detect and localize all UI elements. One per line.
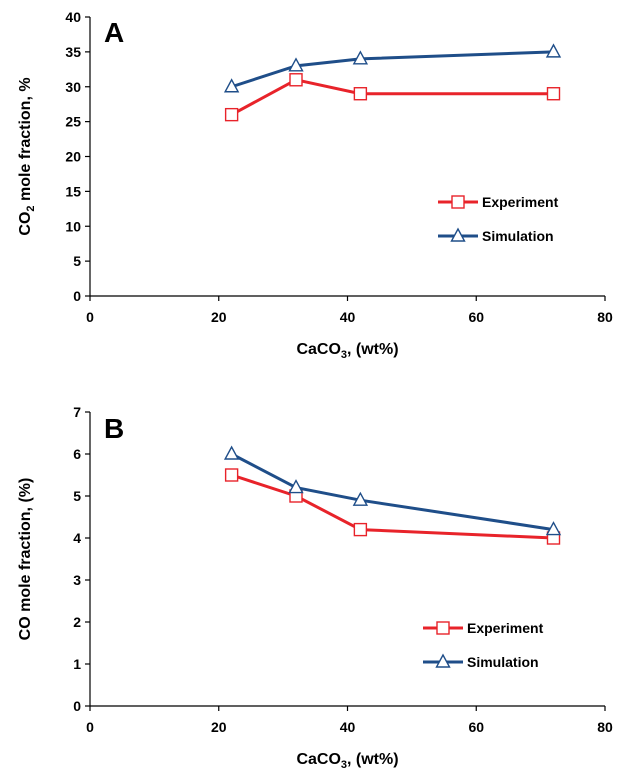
- y-tick-label: 2: [73, 614, 81, 630]
- chart-a: 0 5 10 15 20 25 30 35 40 0 20 40 60 80 CaCO3, (wt%) CO2…: [17, 9, 613, 361]
- legend-label-experiment: Experiment: [482, 194, 559, 210]
- x-tick-label: 0: [86, 309, 94, 325]
- legend-marker-simulation: [450, 227, 466, 242]
- series-line-experiment: [230, 78, 554, 116]
- data-point-experiment: [224, 468, 239, 482]
- chart-b: 0 1 2 3 4 5 6 7 0 20 40 60 80 CaCO3, (wt%) CO mole fra…: [17, 404, 613, 771]
- x-tick-label: 0: [86, 719, 94, 735]
- data-point-experiment: [353, 522, 368, 537]
- y-tick-label: 20: [65, 149, 81, 165]
- data-point-simulation: [288, 57, 304, 72]
- x-tick-label: 60: [468, 719, 484, 735]
- data-point-experiment: [353, 87, 368, 101]
- data-point-simulation: [223, 78, 240, 93]
- y-tick-label: 5: [73, 488, 81, 504]
- legend-label-simulation: Simulation: [467, 654, 539, 670]
- x-tick-label: 80: [597, 309, 613, 325]
- data-point-experiment: [289, 73, 303, 87]
- panel-label: B: [104, 413, 124, 444]
- y-tick-label: 3: [73, 572, 81, 588]
- panel-label: A: [104, 17, 124, 48]
- x-tick-label: 20: [211, 719, 227, 735]
- legend-label-experiment: Experiment: [467, 620, 544, 636]
- y-tick-label: 25: [65, 114, 81, 130]
- legend-label-simulation: Simulation: [482, 228, 554, 244]
- series-line-experiment: [231, 473, 554, 540]
- y-tick-label: 40: [65, 9, 81, 25]
- y-tick-label: 15: [65, 183, 81, 199]
- y-tick-label: 0: [73, 698, 81, 714]
- y-axis-title: CO2 mole fraction, %: [17, 77, 37, 235]
- data-point-simulation: [545, 43, 562, 58]
- data-point-simulation: [288, 479, 304, 494]
- y-tick-label: 4: [73, 530, 81, 546]
- y-tick-label: 7: [73, 404, 81, 420]
- x-axis-title: CaCO3, (wt%): [296, 341, 398, 361]
- legend-marker-experiment: [436, 621, 450, 635]
- y-axis-title: CO mole fraction, (%): [17, 478, 34, 641]
- x-tick-label: 40: [340, 309, 356, 325]
- data-point-simulation: [545, 521, 562, 536]
- y-tick-label: 35: [65, 44, 81, 60]
- y-tick-label: 10: [65, 218, 81, 234]
- y-tick-label: 30: [65, 79, 81, 95]
- series-line-simulation: [231, 50, 554, 89]
- x-tick-label: 80: [597, 719, 613, 735]
- y-tick-label: 6: [73, 446, 81, 462]
- legend-marker-simulation: [435, 653, 451, 668]
- y-tick-label: 0: [73, 288, 81, 304]
- y-tick-label: 5: [73, 253, 81, 269]
- data-point-simulation: [352, 491, 369, 506]
- data-point-simulation: [352, 50, 369, 65]
- legend-marker-experiment: [451, 195, 465, 209]
- x-axis-title: CaCO3, (wt%): [296, 751, 398, 771]
- data-point-experiment: [224, 107, 239, 122]
- x-tick-label: 40: [340, 719, 356, 735]
- x-tick-label: 20: [211, 309, 227, 325]
- data-point-simulation: [223, 445, 240, 460]
- y-tick-label: 1: [73, 656, 81, 672]
- data-point-experiment: [546, 87, 561, 101]
- x-tick-label: 60: [468, 309, 484, 325]
- series-line-simulation: [230, 452, 554, 532]
